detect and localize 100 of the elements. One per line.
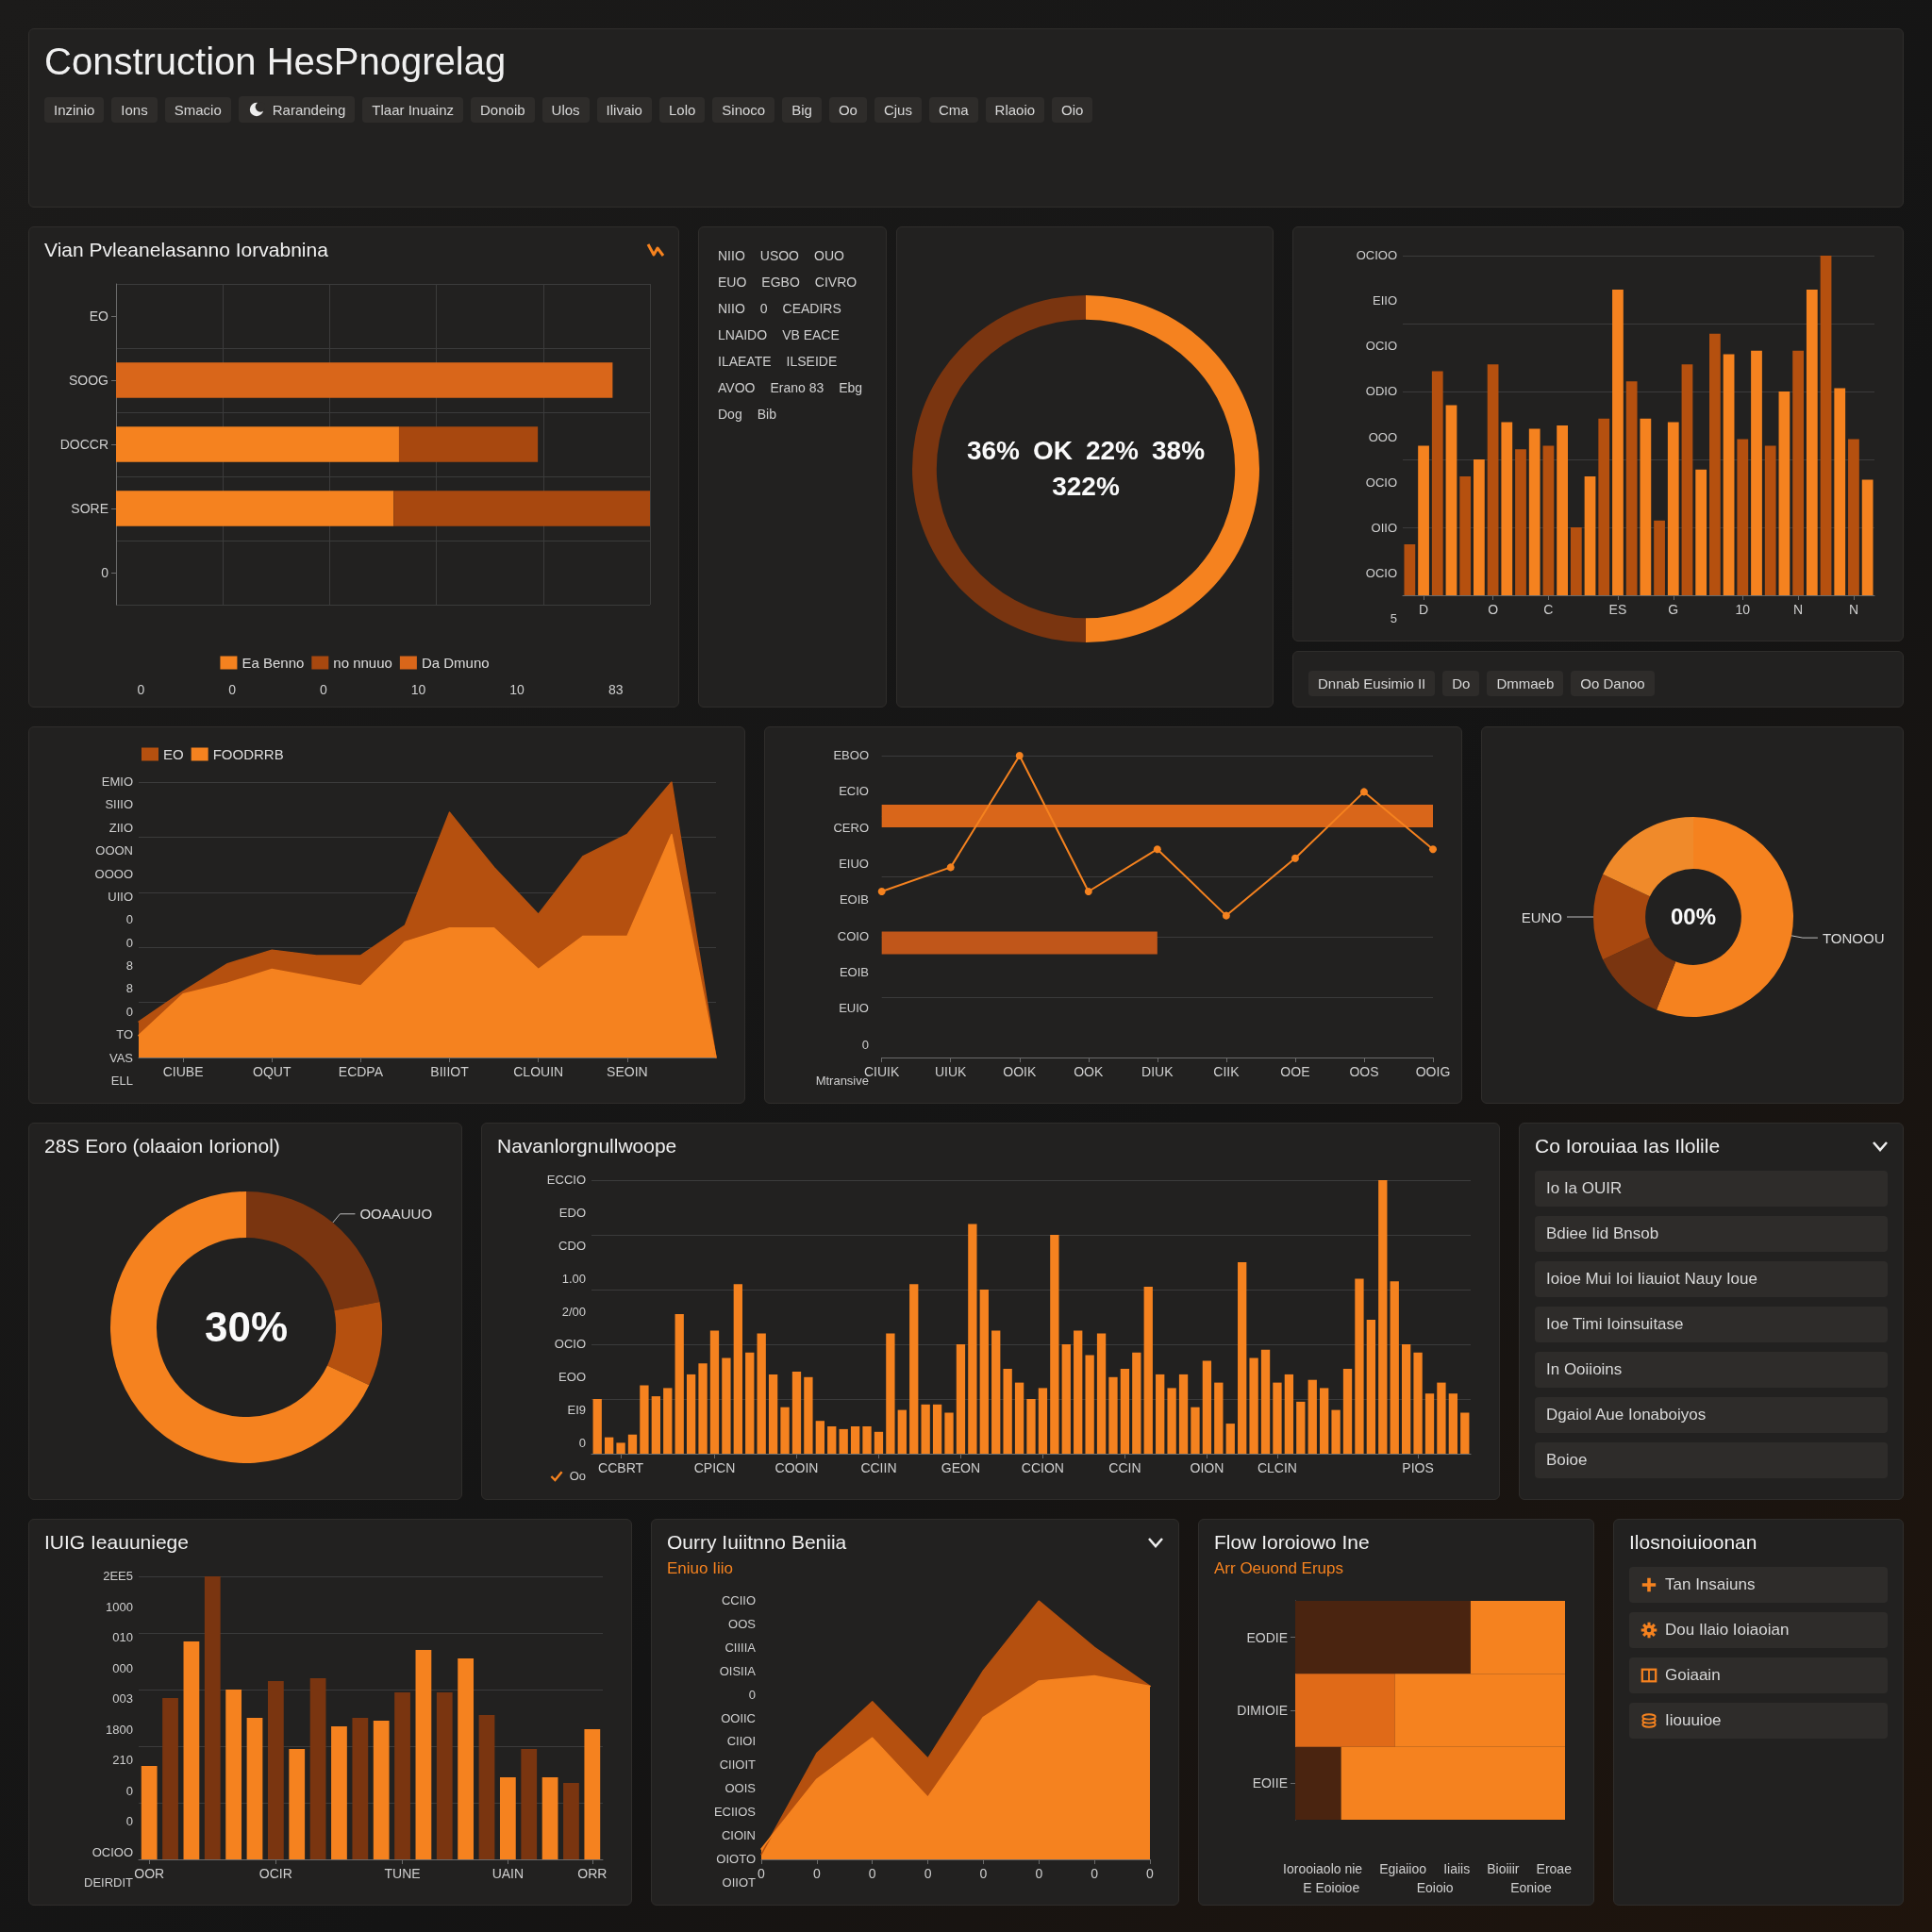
text: 5: [1390, 611, 1397, 625]
x-tick-label: 0: [979, 1866, 988, 1881]
x-tick-label: CIUBE: [162, 1064, 204, 1079]
point: [1015, 752, 1024, 759]
bar: [886, 1333, 895, 1454]
text: OCIO: [554, 1337, 586, 1352]
text: CCIIO: [721, 1593, 756, 1607]
bar: [1003, 1369, 1012, 1454]
bar: [791, 1372, 802, 1454]
text: Sinoco: [722, 101, 766, 118]
x-tick-label: OOR: [134, 1866, 165, 1881]
text: NIIO: [718, 301, 745, 316]
bar: [1598, 418, 1610, 595]
chart-title: Vian Pvleanelasanno Iorvabnina: [44, 239, 329, 261]
text: 2/00: [561, 1304, 586, 1319]
x-tick-label: UAIN: [491, 1866, 525, 1881]
text: OIIOT: [722, 1874, 756, 1890]
text: EOIB: [839, 964, 869, 979]
text: OCIOO: [92, 1844, 133, 1859]
text: Big: [791, 101, 812, 118]
text: 0: [748, 1687, 756, 1702]
bar: [1695, 469, 1707, 595]
text: 003: [112, 1691, 133, 1706]
text: CDO: [558, 1238, 586, 1253]
bar: [116, 491, 394, 526]
x-tick-label: N: [1848, 602, 1858, 617]
bar: [1238, 1262, 1247, 1454]
bar: [1528, 428, 1541, 595]
bar: [289, 1749, 306, 1859]
point: [1153, 845, 1161, 854]
text: 210: [112, 1753, 133, 1767]
bar: [1778, 391, 1790, 595]
chart-title: Flow Ioroiowo Ine: [1214, 1531, 1371, 1554]
x-tick-label: DIUK: [1141, 1064, 1174, 1079]
x-tick-label: OOIK: [1003, 1064, 1037, 1079]
bar: [246, 1718, 263, 1859]
x-tick-label: CCIIN: [860, 1460, 897, 1475]
legend-label: FOODRRB: [212, 746, 284, 762]
legend-label: no nnuuo: [333, 655, 392, 671]
bar: [1437, 1382, 1446, 1454]
bar: [675, 1314, 684, 1454]
text: Construction HesPnogrelag: [44, 41, 508, 83]
text: OOOO: [94, 866, 133, 881]
point: [946, 863, 955, 872]
bar: [352, 1718, 369, 1859]
bar: [780, 1407, 790, 1454]
text: Lolo: [668, 101, 696, 118]
legend-label: Ea Benno: [242, 655, 305, 671]
text: EMIO: [101, 774, 133, 789]
bar: [116, 426, 399, 462]
bar: [733, 1284, 742, 1454]
bar: [592, 1399, 602, 1454]
bar: [521, 1749, 538, 1859]
text: Egiaiioo: [1379, 1861, 1427, 1876]
y-tick-label: EOIIE: [1252, 1775, 1288, 1791]
y-tick-label: DOCCR: [59, 437, 108, 452]
bar: [1557, 425, 1568, 595]
text: ECCIO: [546, 1173, 586, 1187]
bar: [640, 1385, 649, 1454]
x-tick-label: ES: [1608, 602, 1627, 617]
text: EDO: [558, 1205, 586, 1220]
bar: [1459, 476, 1472, 595]
bar: [757, 1333, 766, 1454]
legend-label: Da Dmuno: [421, 655, 490, 671]
bar: [897, 1409, 907, 1454]
x-tick-label: ECDPA: [338, 1064, 384, 1079]
bar: [204, 1576, 221, 1859]
bar: [1390, 1281, 1399, 1454]
text: CIIOIT: [719, 1757, 756, 1773]
point: [1084, 888, 1092, 895]
bar: [436, 1692, 453, 1859]
text: 0: [578, 1436, 586, 1450]
bar: [991, 1330, 1001, 1454]
text: 38%: [1152, 436, 1206, 466]
x-tick-label: 0: [812, 1866, 821, 1881]
bar: [1273, 1382, 1282, 1454]
text: ODIO: [1365, 384, 1397, 399]
bar: [1014, 1382, 1024, 1454]
bar: [1792, 350, 1804, 595]
x-tick-label: CLOUIN: [513, 1064, 564, 1079]
x-tick-label: O: [1488, 602, 1499, 617]
text: DEIRDIT: [84, 1875, 133, 1890]
text: 0: [125, 1004, 133, 1019]
bar: [1296, 1401, 1306, 1454]
bar: [478, 1715, 495, 1859]
text: OIIO: [1371, 520, 1397, 535]
bar: [1820, 256, 1832, 595]
bar: [1295, 1601, 1471, 1674]
text: OIOTO: [716, 1851, 756, 1866]
bar: [1681, 364, 1693, 595]
text: 0: [861, 1037, 869, 1052]
slice-label: TONOOU: [1822, 929, 1885, 946]
bar: [1834, 388, 1846, 595]
bar: [1737, 439, 1749, 595]
text: Ulos: [551, 101, 580, 118]
bar: [722, 1357, 731, 1454]
bar: [225, 1690, 242, 1859]
bar: [709, 1330, 720, 1454]
bar: [745, 1352, 755, 1454]
bar: [393, 491, 650, 526]
